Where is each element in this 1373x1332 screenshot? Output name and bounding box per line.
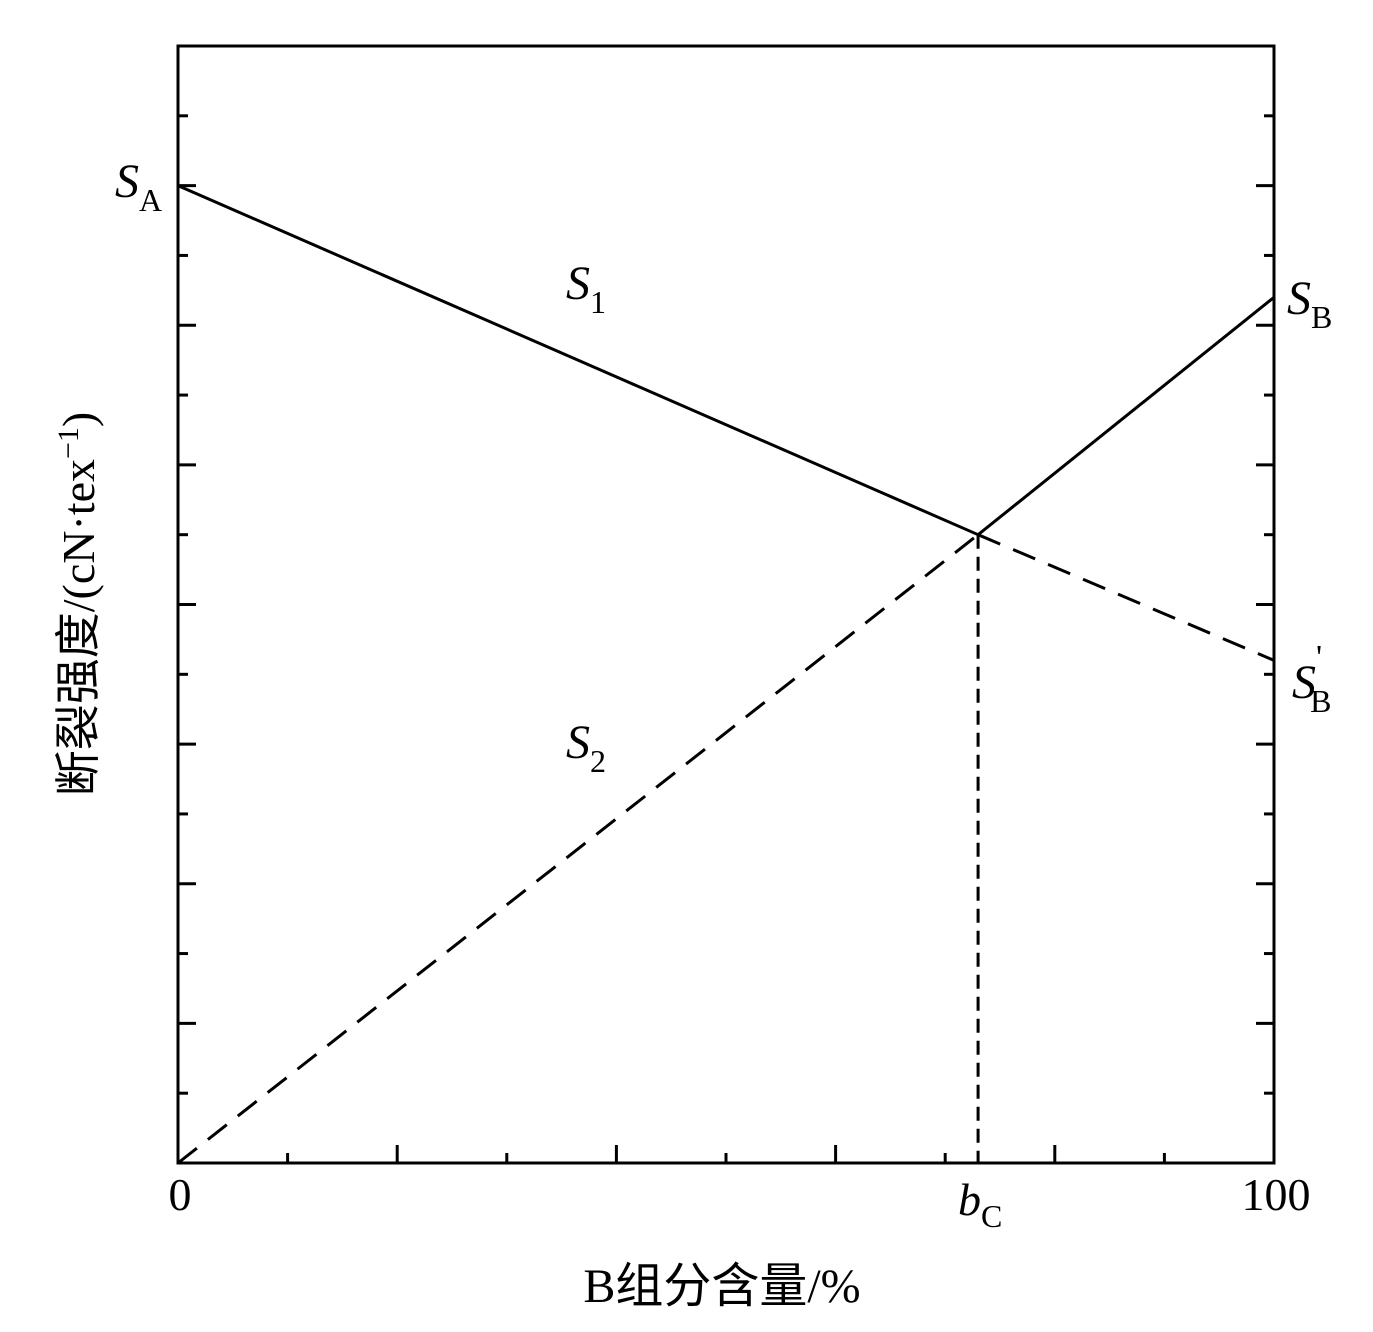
- series-line-s1-dashed: [977, 533, 1275, 662]
- series-lines: [177, 184, 1275, 1165]
- x-tick-label-0: 0: [169, 1169, 192, 1220]
- x-tick-label-100: 100: [1242, 1169, 1311, 1220]
- series-line-s2-dashed: [177, 533, 980, 1165]
- label-sb-prime: S' B: [1292, 639, 1331, 719]
- x-axis-label: B组分含量/%: [583, 1260, 860, 1313]
- label-s1: S1: [566, 257, 606, 320]
- bc-label: bC: [958, 1174, 1002, 1234]
- y-axis-label: 断裂强度/(cN·tex−1): [52, 412, 104, 797]
- label-s2: S2: [566, 716, 606, 779]
- series-line-s1-solid: [177, 184, 979, 537]
- axis-ticks: [176, 44, 1276, 1165]
- plot-frame: [176, 44, 1276, 1165]
- series-line-s2-solid: [977, 296, 1275, 536]
- label-sa: SA: [115, 155, 162, 218]
- label-sb: SB: [1287, 272, 1332, 335]
